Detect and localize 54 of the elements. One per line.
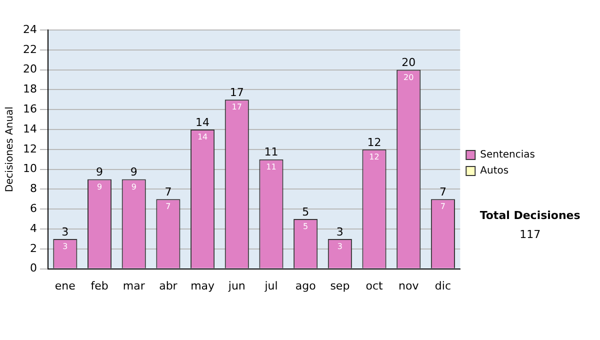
y-tick-label: 4 <box>30 222 37 235</box>
x-tick-label: nov <box>398 279 420 292</box>
y-tick-label: 16 <box>22 102 37 116</box>
y-tick-label: 8 <box>30 182 37 196</box>
x-tick-label: feb <box>90 279 108 292</box>
data-label: 3 <box>337 242 342 252</box>
y-tick-label: 6 <box>30 202 37 215</box>
x-tick-label: jul <box>264 279 278 292</box>
data-label: 3 <box>62 242 68 252</box>
x-tick-label: ago <box>295 279 316 292</box>
data-label: 9 <box>96 182 102 192</box>
x-tick-label: abr <box>159 279 178 292</box>
y-tick-label: 22 <box>22 42 37 56</box>
data-label: 20 <box>404 72 414 82</box>
annotation: 7 <box>439 186 446 199</box>
annotation: 5 <box>302 205 310 218</box>
y-tick-label: 2 <box>30 242 37 255</box>
annotation: 11 <box>264 146 278 159</box>
text: Total Decisiones <box>480 208 581 222</box>
annotation: 20 <box>402 56 416 70</box>
annotation: 9 <box>130 166 138 179</box>
x-tick-label: ene <box>54 279 76 292</box>
data-label: 9 <box>131 182 136 192</box>
x-tick-label: mar <box>122 279 146 292</box>
annotation: 17 <box>230 86 244 100</box>
y-axis-title: Decisiones Anual <box>4 106 16 192</box>
annotation: 14 <box>196 116 210 129</box>
data-label: 17 <box>232 102 242 112</box>
x-tick-label: dic <box>434 279 452 292</box>
y-tick-label: 10 <box>22 162 37 176</box>
data-label: 14 <box>197 132 208 142</box>
annotation: 7 <box>164 186 172 199</box>
x-tick-label: jun <box>227 279 246 292</box>
data-label: 7 <box>166 202 171 212</box>
x-tick-label: sep <box>330 279 350 292</box>
x-tick-label: may <box>190 279 216 292</box>
legend-label: Autos <box>480 166 509 177</box>
text: 117 <box>520 228 541 241</box>
y-tick-label: 0 <box>30 262 37 275</box>
data-label: 11 <box>266 162 276 172</box>
x-tick-label: oct <box>366 279 384 292</box>
annotation: 12 <box>367 136 382 149</box>
y-tick-label: 12 <box>22 142 37 156</box>
y-tick-label: 18 <box>22 82 37 96</box>
annotation: 9 <box>96 166 104 179</box>
y-tick-label: 24 <box>22 22 37 36</box>
y-tick-label: 14 <box>22 122 37 136</box>
annotation: 3 <box>62 225 69 238</box>
data-label: 5 <box>303 222 308 232</box>
legend-label: Sentencias <box>480 150 536 161</box>
y-tick-label: 20 <box>22 62 37 76</box>
annotation: 3 <box>336 225 344 238</box>
data-label: 12 <box>369 152 380 162</box>
data-label: 7 <box>440 202 446 212</box>
